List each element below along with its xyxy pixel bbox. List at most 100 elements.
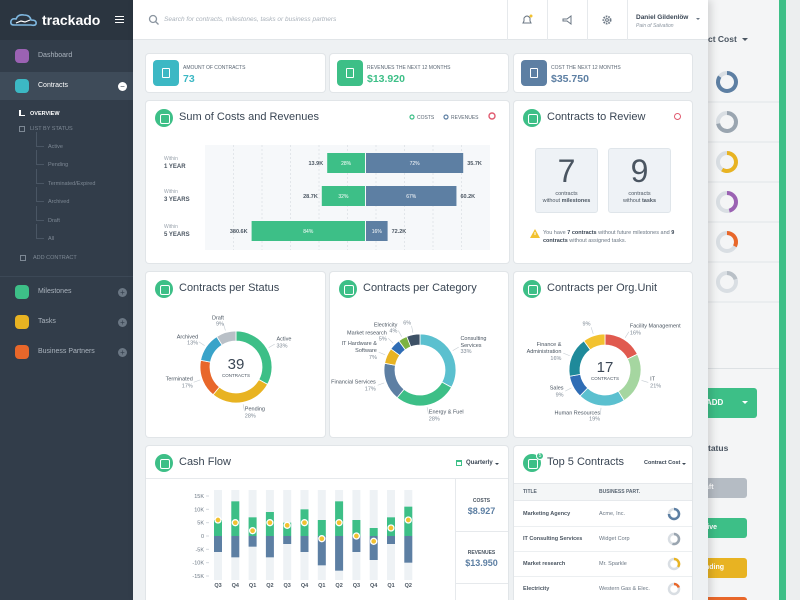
cost-bar — [327, 153, 365, 173]
notifications-button[interactable] — [521, 14, 533, 26]
cost-value-label: 13.9K — [309, 161, 324, 167]
panel-menu[interactable] — [674, 113, 681, 120]
background-divider — [700, 368, 780, 369]
label-leader — [193, 379, 201, 383]
kpi-icon-glyph — [346, 68, 354, 78]
period-select[interactable]: Quarterly — [466, 460, 493, 466]
donut-slice — [396, 381, 453, 407]
stats-divider — [455, 583, 508, 584]
label-leader — [378, 351, 386, 356]
nav-status[interactable]: Draft — [48, 217, 60, 224]
nav-milestones[interactable]: Milestones + — [0, 278, 133, 306]
stat-label: REVENUES — [467, 550, 496, 556]
stat-label: COSTS — [472, 498, 491, 504]
cashflow-dot — [370, 537, 378, 545]
cashflow-dot — [404, 516, 412, 524]
category-label: 5 YEARS — [164, 232, 190, 238]
row-partner: Western Gas & Elec. — [599, 586, 650, 592]
row-partner: Acme, Inc. — [599, 511, 625, 517]
donut-label-name: Electricity — [373, 322, 398, 329]
panel-title: Sum of Costs and Revenues — [179, 111, 320, 123]
nav-list-by-status[interactable]: LIST BY STATUS — [30, 126, 73, 132]
kpi-icon — [337, 60, 363, 86]
nav-status[interactable]: Active — [48, 144, 63, 150]
row-progress — [667, 507, 681, 521]
category-label: 1 YEAR — [164, 164, 186, 170]
donut-center-label: CONTRACTS — [222, 373, 250, 378]
nav-status[interactable]: Pending — [48, 162, 69, 169]
nav-label: Dashboard — [38, 52, 73, 59]
sort-select[interactable]: Contract Cost — [644, 460, 681, 466]
donut-label: Energy & Fuel 28% — [429, 410, 464, 423]
cashflow-bar — [231, 536, 240, 558]
nav-add-contract[interactable]: ADD CONTRACT — [33, 255, 77, 261]
donut-label-value: 9% — [215, 321, 224, 328]
donut-slice — [583, 333, 606, 351]
panel-icon — [523, 109, 541, 127]
y-tick-label: 0 — [201, 534, 204, 540]
user-caret[interactable] — [696, 18, 700, 22]
nav-partners[interactable]: Business Partners + — [0, 338, 133, 366]
cashflow-panel: Cash Flow Quarterly 15K 10K 5K 0 -5K -10K -15K… — [146, 446, 508, 600]
donut-label-name: Sales — [549, 385, 564, 392]
nav-contracts[interactable]: Contracts − — [0, 72, 133, 100]
donut-label: Financial Services 17% — [331, 379, 376, 392]
nav-status[interactable]: All — [48, 236, 55, 242]
background-donut-arc — [716, 71, 738, 93]
nav-tasks[interactable]: Tasks + — [0, 308, 133, 336]
kpi-icon — [521, 60, 547, 86]
panel-badge: 5 — [536, 452, 544, 460]
donut-label-value: 19% — [589, 416, 601, 423]
costs-revenues-chart: COSTS REVENUES Within 1 YEAR 28% 72% 13.9K 35.7… — [164, 112, 496, 250]
expand-icon: + — [118, 348, 127, 357]
donut-slice — [383, 362, 405, 399]
nav-dashboard[interactable]: Dashboard — [0, 42, 133, 70]
donut-label-name: Finance & Administration — [526, 342, 562, 356]
period-caret[interactable] — [495, 463, 499, 467]
row-partner: Mr. Sparkle — [599, 561, 627, 567]
donut-label-name: Terminated — [165, 376, 193, 383]
cost-share-label: 84% — [303, 229, 314, 235]
nav-icon — [15, 285, 29, 299]
nav-status[interactable]: Terminated/Expired — [48, 180, 96, 187]
donut-label-value: 17% — [364, 385, 376, 392]
donut-label: Draft 9% — [212, 315, 224, 328]
nav-overview[interactable]: OVERVIEW — [30, 111, 60, 117]
donut-label: IT Hardware & Software 7% — [330, 341, 377, 361]
panel-title: Contracts per Category — [363, 282, 477, 294]
background-add-button: ADD — [700, 388, 757, 418]
donut-label-value: 21% — [650, 382, 662, 389]
donut-slice — [568, 340, 591, 377]
donut-slice — [579, 387, 625, 407]
x-tick-label: Q1 — [387, 583, 394, 589]
donut-label: Market research 5% — [347, 330, 387, 343]
label-leader — [387, 337, 394, 344]
kpi-label: REVENUES THE NEXT 12 MONTHS — [367, 65, 451, 71]
kpi-card: AMOUNT OF CONTRACTS 73 — [146, 54, 325, 92]
nav-status[interactable]: Archived — [48, 199, 70, 206]
review-count: 7 — [557, 153, 576, 189]
sort-caret[interactable] — [682, 463, 686, 467]
donut-label-name: Active — [276, 336, 292, 343]
user-name[interactable]: Daniel Gildenlöw — [636, 14, 689, 21]
announcements-button[interactable] — [561, 14, 573, 26]
stats-divider — [455, 479, 456, 600]
background-donut-arc — [727, 191, 739, 213]
review-panel: Contracts to Review You have 7 contracts… — [514, 101, 692, 263]
nav-label: Tasks — [38, 318, 56, 325]
donut-center-value: 39 — [228, 356, 245, 373]
panel-title: Contracts per Org.Unit — [547, 282, 658, 294]
kpi-value: 73 — [183, 73, 195, 85]
menu-button[interactable] — [115, 16, 124, 23]
legend-swatch — [409, 114, 415, 120]
search-input[interactable]: Search for contracts, milestones, tasks … — [164, 16, 337, 23]
background-status-button: aft — [700, 478, 747, 498]
donut-label: Pending 28% — [245, 407, 265, 420]
tree-line — [36, 187, 44, 203]
category-prefix: Within — [164, 156, 178, 162]
y-tick-label: -15K — [192, 574, 204, 580]
row-progress — [674, 582, 680, 588]
settings-button[interactable] — [601, 14, 613, 26]
user-role: Pain of Salvation — [636, 23, 674, 29]
